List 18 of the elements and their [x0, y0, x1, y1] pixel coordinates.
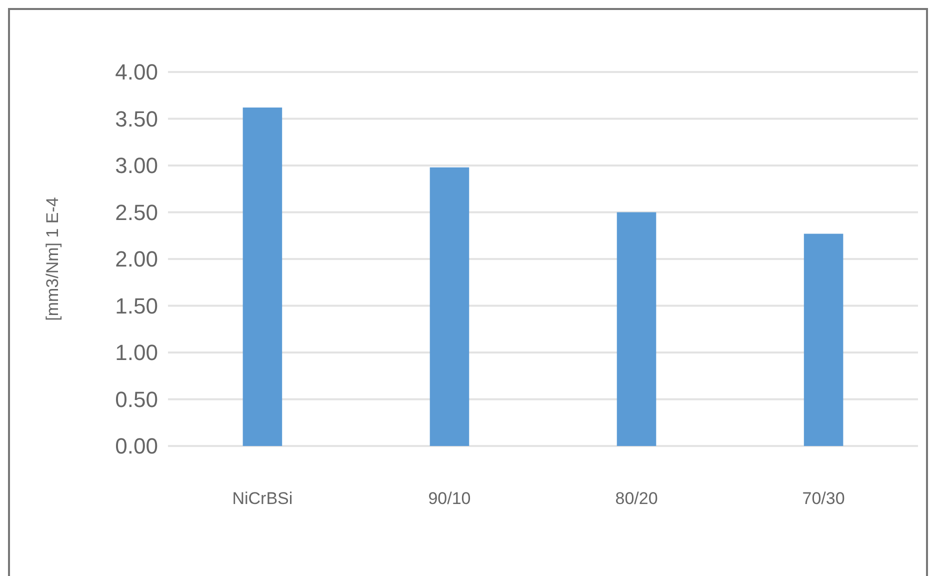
x-tick-label: NiCrBSi — [232, 489, 293, 508]
bar — [616, 212, 656, 446]
y-tick-label: 1.00 — [115, 340, 158, 366]
x-tick-label: 70/30 — [802, 489, 845, 508]
y-tick-label: 0.00 — [115, 434, 158, 459]
y-tick-label: 0.50 — [115, 386, 158, 412]
bar — [430, 167, 470, 446]
y-tick-label: 2.50 — [115, 200, 158, 225]
y-tick-label: 3.50 — [115, 106, 158, 132]
y-axis-title: [mm3/Nm] 1 E-4 — [43, 197, 62, 321]
y-tick-label: 4.00 — [115, 60, 158, 85]
x-tick-label: 80/20 — [615, 489, 658, 508]
bar — [804, 234, 844, 446]
bar — [242, 108, 282, 446]
y-tick-label: 1.50 — [115, 293, 158, 318]
y-tick-label: 3.00 — [115, 153, 158, 178]
y-tick-label: 2.00 — [115, 246, 158, 272]
x-tick-label: 90/10 — [428, 489, 471, 508]
